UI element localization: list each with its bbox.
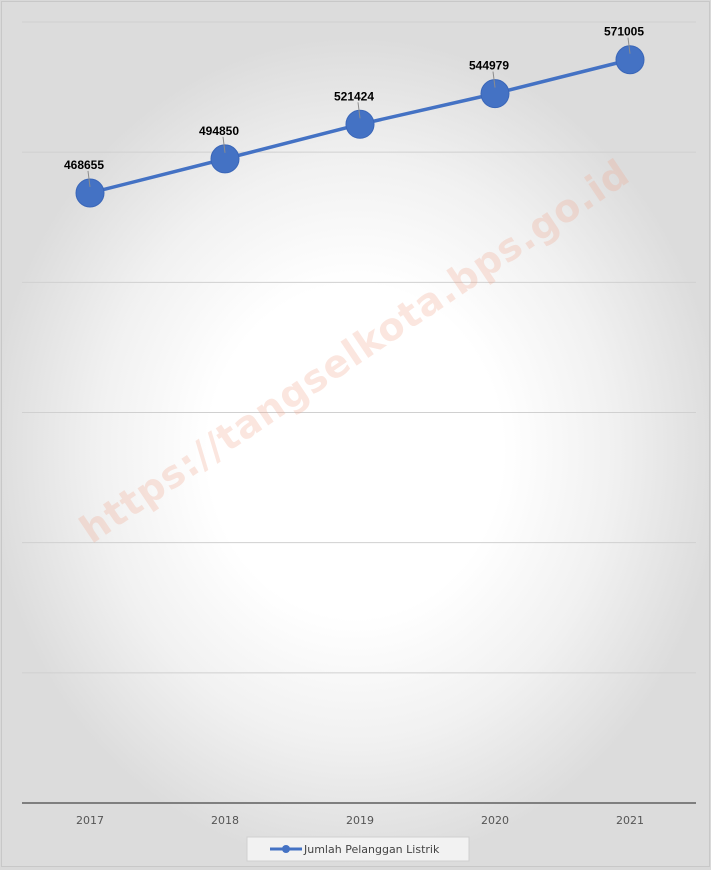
data-point-marker — [480, 79, 510, 109]
legend: Jumlah Pelanggan Listrik — [246, 836, 470, 862]
data-label-leader — [222, 136, 226, 153]
series-line — [75, 45, 645, 208]
data-label-leader — [492, 71, 496, 88]
data-label: 521424 — [334, 89, 374, 103]
legend-label: Jumlah Pelanggan Listrik — [303, 843, 440, 856]
x-tick-label: 2019 — [346, 814, 374, 827]
data-label: 571005 — [604, 25, 644, 39]
x-tick-labels: 2017 2018 2019 2020 2021 — [76, 814, 644, 827]
x-tick-label: 2017 — [76, 814, 104, 827]
data-labels: 468655 494850 521424 544979 571005 — [64, 25, 644, 188]
data-label-leader — [357, 102, 361, 119]
data-point-marker — [345, 109, 375, 139]
x-tick-label: 2018 — [211, 814, 239, 827]
gridlines — [22, 21, 696, 674]
data-label-leader — [627, 37, 631, 54]
data-point-marker — [210, 144, 240, 174]
watermark: https://tangselkota.bps.go.id — [72, 150, 638, 551]
data-label-leader — [87, 170, 91, 188]
legend-marker-icon — [282, 845, 290, 853]
data-label: 494850 — [199, 124, 239, 138]
data-label: 544979 — [469, 59, 509, 73]
x-tick-label: 2020 — [481, 814, 509, 827]
data-point-marker — [615, 45, 645, 75]
data-point-marker — [75, 178, 105, 208]
data-label: 468655 — [64, 158, 104, 172]
x-tick-label: 2021 — [616, 814, 644, 827]
